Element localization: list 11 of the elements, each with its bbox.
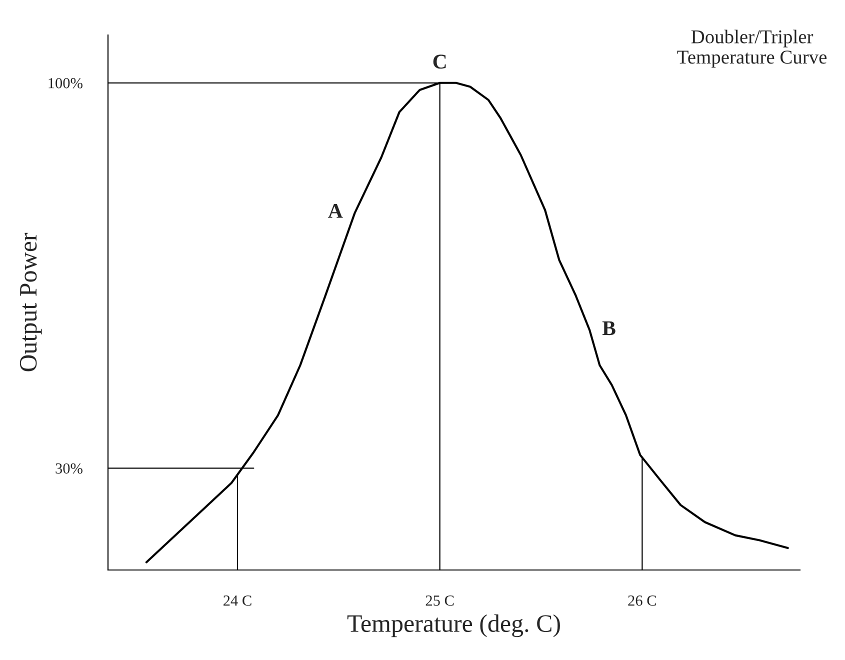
chart-title: Doubler/Tripler Temperature Curve: [677, 30, 827, 68]
y-tick-label: 100%: [48, 78, 82, 88]
x-axis-title: Temperature (deg. C): [347, 614, 560, 638]
x-tick-label: 25 C: [426, 595, 454, 606]
x-tick-label: 26 C: [628, 595, 656, 606]
annotation: C: [433, 54, 446, 69]
y-tick-label: 30%: [56, 463, 82, 474]
annotation: A: [328, 204, 343, 218]
y-axis-title: Output Power: [20, 232, 42, 372]
x-tick-label: 24 C: [224, 595, 252, 606]
annotation: B: [602, 321, 616, 336]
